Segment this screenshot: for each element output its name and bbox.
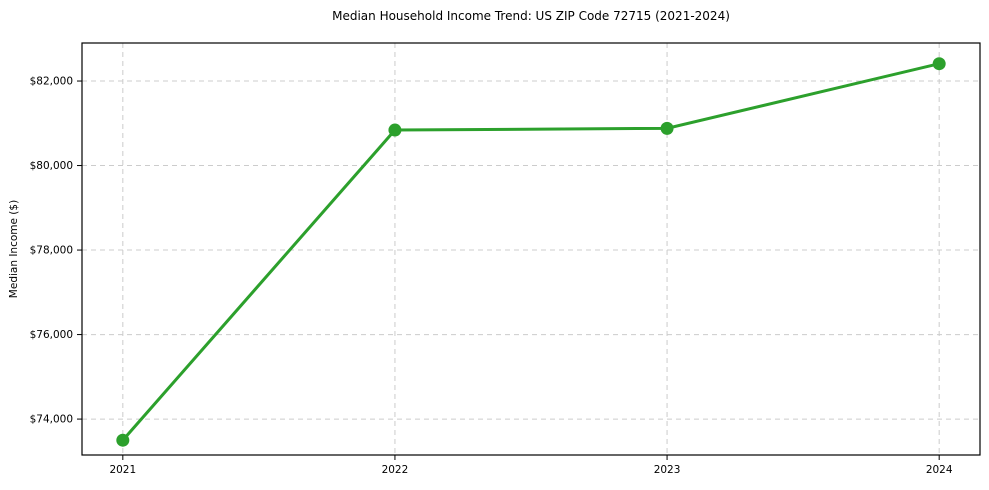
y-tick-label: $80,000 [30,160,73,172]
y-tick-label: $82,000 [30,76,73,88]
income-trend-line [121,62,941,442]
data-point-marker [660,121,674,135]
x-tick-label: 2024 [926,464,953,476]
data-point-marker [388,123,402,137]
x-tick-label: 2022 [382,464,409,476]
data-point-marker [116,433,130,447]
data-point-marker [932,57,946,71]
x-tick-label: 2023 [654,464,681,476]
y-tick-label: $76,000 [30,329,73,341]
y-tick-label: $74,000 [30,414,73,426]
plot-border [81,42,981,456]
x-tick-label: 2021 [109,464,136,476]
y-tick-label: $78,000 [30,245,73,257]
chart-title: Median Household Income Trend: US ZIP Co… [332,9,730,23]
